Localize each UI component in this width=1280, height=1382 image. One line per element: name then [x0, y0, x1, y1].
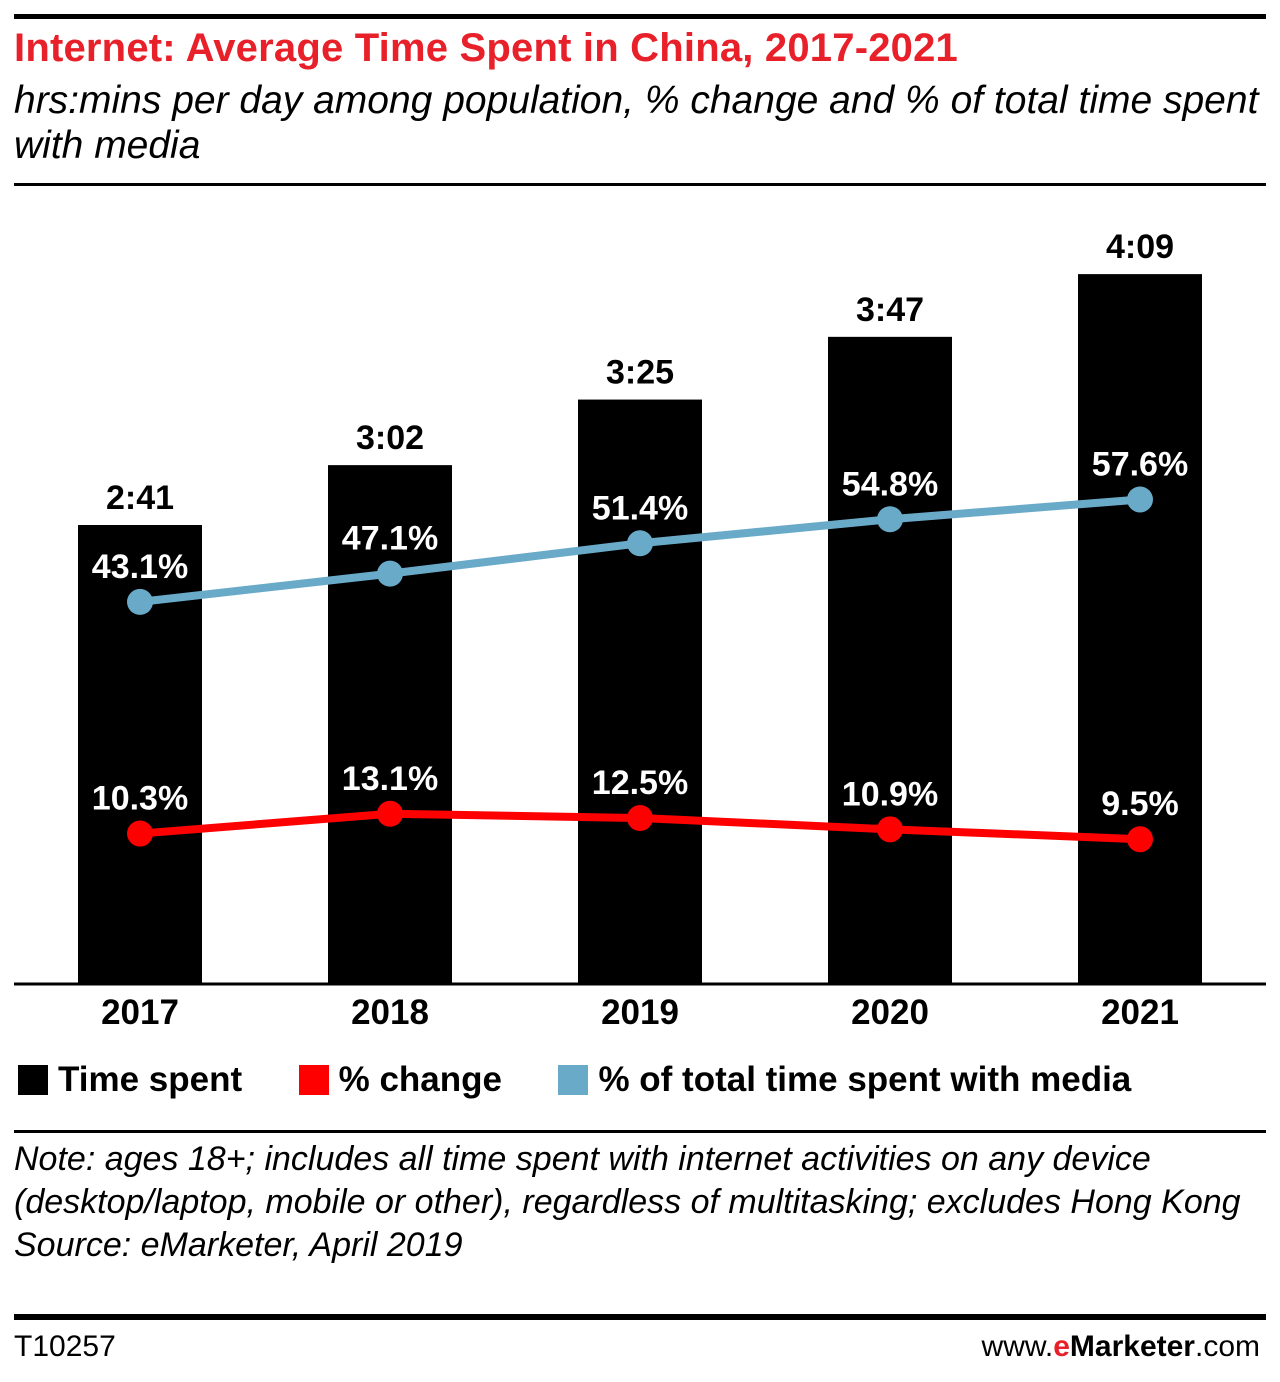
legend-item-percent-of-media: % of total time spent with media	[558, 1060, 1131, 1100]
point-value-label: 47.1%	[342, 520, 438, 558]
legend-item-percent-change: % change	[298, 1060, 502, 1100]
header-rule	[14, 183, 1266, 186]
legend-swatch-percent-change	[298, 1065, 329, 1095]
series-point-1	[1127, 486, 1153, 513]
legend-label: Time spent	[58, 1060, 243, 1099]
legend: Time spent % change % of total time spen…	[18, 1060, 1183, 1104]
point-value-label: 12.5%	[592, 764, 688, 802]
point-value-label: 10.3%	[92, 780, 188, 818]
x-tick-label: 2018	[351, 993, 429, 1032]
bar	[328, 465, 452, 985]
point-value-label: 51.4%	[592, 489, 688, 527]
x-tick-label: 2020	[851, 993, 929, 1032]
legend-swatch-time-spent	[18, 1065, 48, 1095]
series-point-1	[127, 588, 153, 615]
site-link[interactable]: www.eMarketer.com	[982, 1330, 1260, 1364]
point-value-label: 13.1%	[342, 760, 438, 798]
x-tick-label: 2017	[101, 993, 179, 1032]
legend-label: % of total time spent with media	[598, 1060, 1132, 1099]
bar	[578, 399, 702, 985]
bar-value-label: 2:41	[106, 479, 174, 517]
bar-value-label: 4:09	[1106, 228, 1174, 266]
chart-subtitle: hrs:mins per day among population, % cha…	[14, 79, 1259, 167]
point-value-label: 54.8%	[842, 465, 938, 503]
series-point-1	[877, 506, 903, 533]
series-point-0	[877, 816, 903, 843]
bar	[828, 336, 952, 984]
bar	[1078, 274, 1202, 984]
site-prefix: www.	[981, 1330, 1054, 1363]
series-point-1	[627, 530, 653, 557]
bar-value-label: 3:02	[356, 419, 424, 457]
site-brand-e: e	[1053, 1330, 1070, 1363]
point-value-label: 57.6%	[1092, 445, 1188, 483]
point-value-label: 9.5%	[1101, 785, 1179, 823]
site-suffix: .com	[1194, 1330, 1260, 1363]
bar-value-label: 3:47	[856, 291, 924, 329]
chart: 2:41 3:02 3:25 3:47 4:09 10.3% 13.1% 12.5% 10.9%…	[14, 228, 1266, 1032]
point-value-label: 10.9%	[842, 775, 938, 813]
bar-value-label: 3:25	[606, 354, 674, 392]
top-rule	[14, 14, 1266, 19]
chart-title: Internet: Average Time Spent in China, 2…	[14, 26, 958, 70]
legend-rule	[14, 1130, 1266, 1133]
site-brand-rest: Marketer	[1069, 1330, 1195, 1363]
series-point-0	[627, 805, 653, 832]
series-point-0	[1127, 826, 1153, 853]
note-text: Note: ages 18+; includes all time spent …	[14, 1140, 1241, 1221]
x-tick-label: 2019	[601, 993, 679, 1032]
series-point-0	[127, 820, 153, 847]
legend-label: % change	[338, 1060, 502, 1099]
legend-item-time-spent: Time spent	[18, 1060, 242, 1100]
legend-swatch-percent-of-media	[558, 1065, 589, 1095]
note-block: Note: ages 18+; includes all time spent …	[14, 1138, 1268, 1267]
chart-id: T10257	[14, 1330, 116, 1363]
footer-rule	[14, 1314, 1266, 1320]
point-value-label: 43.1%	[92, 548, 188, 586]
source-text: Source: eMarketer, April 2019	[14, 1226, 463, 1264]
x-tick-label: 2021	[1101, 993, 1179, 1032]
series-point-1	[377, 560, 403, 587]
series-point-0	[377, 800, 403, 827]
